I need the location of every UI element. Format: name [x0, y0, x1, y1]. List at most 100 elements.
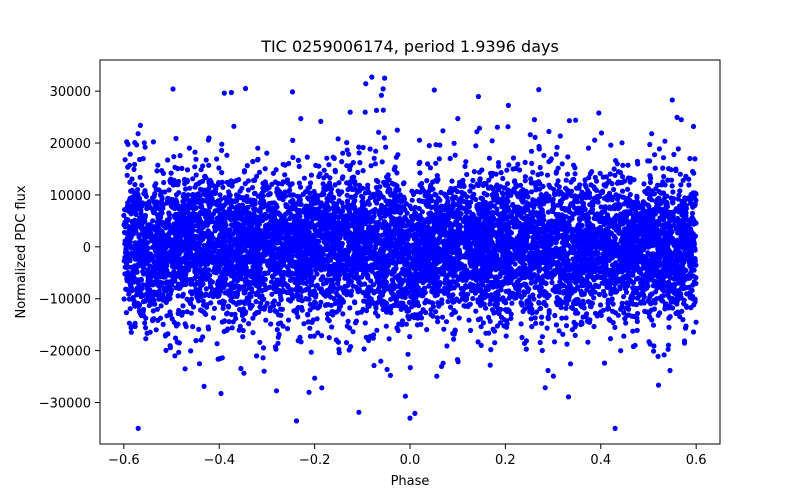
data-point: [517, 182, 524, 188]
data-point: [253, 299, 259, 305]
data-point: [473, 308, 479, 314]
data-point: [525, 207, 531, 213]
data-point: [693, 275, 699, 281]
data-point: [520, 308, 526, 314]
data-point: [500, 175, 506, 182]
data-point: [345, 318, 351, 324]
data-point: [436, 156, 442, 162]
data-point: [274, 327, 280, 333]
data-point: [166, 187, 172, 193]
data-point: [553, 322, 560, 328]
data-point: [665, 177, 671, 183]
data-point: [504, 216, 510, 222]
data-point: [352, 181, 358, 187]
data-point: [308, 172, 314, 178]
data-point: [540, 183, 546, 189]
data-point: [690, 123, 697, 130]
data-point: [633, 276, 640, 282]
data-point: [515, 161, 521, 167]
data-point: [528, 302, 534, 308]
data-point: [218, 390, 224, 397]
data-point: [165, 200, 171, 206]
data-point: [196, 326, 202, 332]
data-point: [417, 170, 423, 176]
data-point: [366, 303, 372, 309]
data-point: [666, 315, 672, 321]
data-point: [362, 281, 368, 287]
data-point: [631, 177, 637, 183]
data-point: [190, 304, 197, 310]
data-point: [193, 156, 199, 162]
data-point: [660, 155, 667, 161]
data-point: [282, 212, 288, 219]
data-point: [135, 187, 141, 193]
data-point: [184, 309, 190, 315]
data-point: [169, 316, 175, 322]
data-point: [214, 341, 220, 347]
data-point: [407, 334, 413, 340]
data-point: [350, 160, 356, 166]
data-point: [586, 175, 592, 181]
data-point: [240, 334, 246, 340]
data-point: [635, 295, 641, 301]
data-point: [648, 175, 654, 181]
data-point: [373, 184, 379, 191]
data-point: [611, 166, 617, 172]
data-point: [296, 180, 302, 186]
data-point: [137, 122, 143, 128]
data-point: [426, 283, 432, 289]
data-point: [577, 182, 583, 188]
data-point: [319, 385, 325, 391]
data-point: [360, 168, 366, 174]
data-point: [201, 383, 207, 389]
data-point: [447, 155, 453, 162]
data-point: [273, 167, 279, 173]
data-point: [318, 118, 324, 124]
data-point: [284, 326, 291, 332]
data-point: [468, 327, 474, 333]
data-point: [609, 181, 615, 187]
data-point: [187, 185, 193, 191]
data-point: [221, 90, 227, 96]
data-point: [135, 131, 141, 137]
data-point: [623, 320, 629, 326]
data-point: [371, 214, 377, 220]
data-point: [434, 315, 441, 321]
data-point: [647, 179, 654, 185]
data-point: [675, 146, 681, 152]
data-point: [645, 283, 651, 289]
data-point: [563, 315, 569, 321]
data-point: [383, 323, 389, 329]
data-point: [677, 171, 683, 177]
data-point: [271, 200, 277, 206]
data-point: [488, 347, 494, 353]
data-point: [652, 152, 658, 158]
data-point: [573, 117, 579, 123]
data-point: [471, 169, 477, 175]
data-point: [249, 185, 256, 191]
data-point: [661, 352, 667, 358]
data-point: [145, 275, 151, 281]
data-point: [537, 164, 543, 171]
data-point: [336, 180, 342, 186]
data-point: [350, 283, 356, 289]
data-point: [307, 275, 314, 281]
data-point: [371, 332, 377, 338]
data-point: [522, 178, 528, 184]
data-point: [316, 173, 322, 180]
data-point: [518, 321, 524, 327]
data-point: [269, 291, 275, 297]
data-point: [675, 196, 681, 202]
data-point: [434, 373, 440, 379]
data-point: [480, 320, 486, 326]
data-point: [307, 180, 314, 186]
data-point: [204, 304, 210, 310]
data-point: [435, 319, 441, 325]
data-point: [180, 303, 186, 309]
data-point: [420, 307, 426, 313]
data-point: [519, 334, 525, 341]
data-point: [363, 81, 369, 87]
data-point: [638, 210, 645, 216]
data-point: [256, 169, 263, 175]
data-point: [584, 311, 590, 317]
